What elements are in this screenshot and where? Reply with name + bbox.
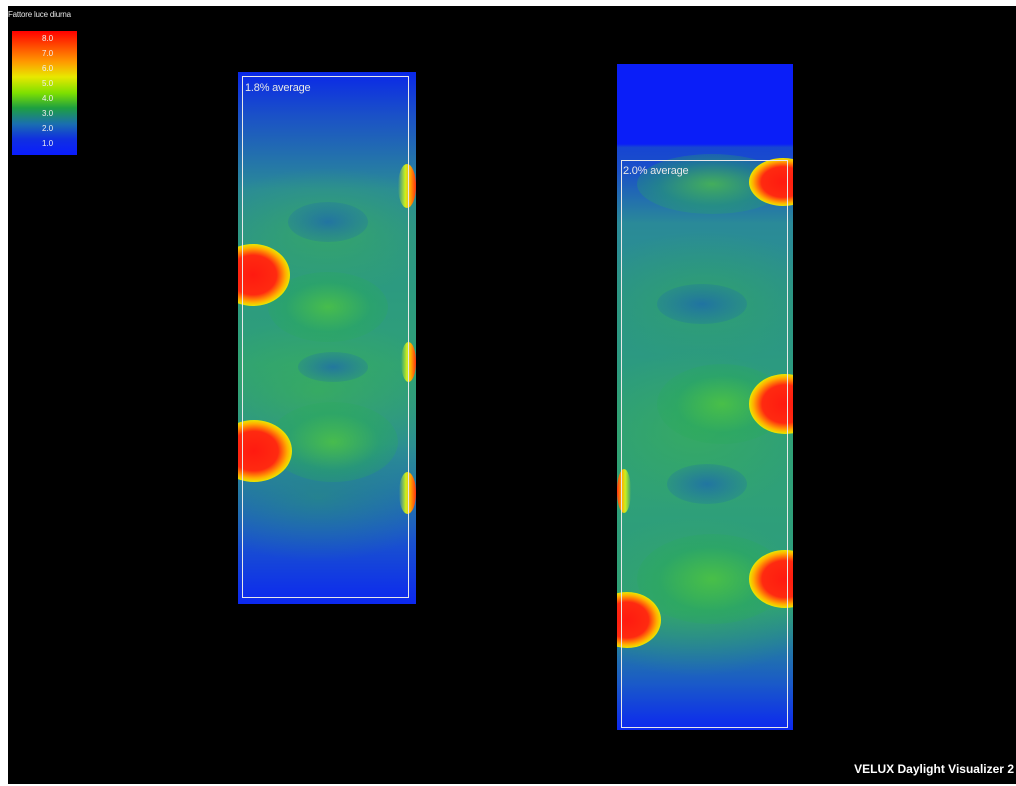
legend-tick: 5.0 — [42, 79, 54, 88]
visualization-canvas: Fattore luce diurna 8.0 7.0 6.0 5.0 4.0 … — [8, 6, 1016, 784]
window-edge — [617, 469, 631, 513]
legend-tick: 4.0 — [42, 94, 54, 103]
legend-tick: 8.0 — [42, 34, 54, 43]
legend-tick: 3.0 — [42, 109, 54, 118]
shadow-area — [298, 352, 368, 382]
window-edge — [399, 472, 416, 514]
color-scale-legend: 8.0 7.0 6.0 5.0 4.0 3.0 2.0 1.0 — [12, 31, 77, 155]
shadow-area — [667, 464, 747, 504]
window-edge — [401, 342, 416, 382]
shadow-area — [288, 202, 368, 242]
average-label: 2.0% average — [623, 165, 689, 177]
shadow-area — [657, 284, 747, 324]
average-label: 1.8% average — [245, 82, 311, 94]
room-right-daylight-map: 2.0% average — [617, 64, 793, 730]
brand-label: VELUX Daylight Visualizer 2 — [854, 762, 1014, 776]
legend-tick: 7.0 — [42, 49, 54, 58]
legend-tick: 6.0 — [42, 64, 54, 73]
window-edge — [398, 164, 416, 208]
legend-title: Fattore luce diurna — [8, 10, 71, 19]
legend-tick: 1.0 — [42, 139, 54, 148]
legend-tick: 2.0 — [42, 124, 54, 133]
room-left-daylight-map: 1.8% average — [238, 72, 416, 604]
